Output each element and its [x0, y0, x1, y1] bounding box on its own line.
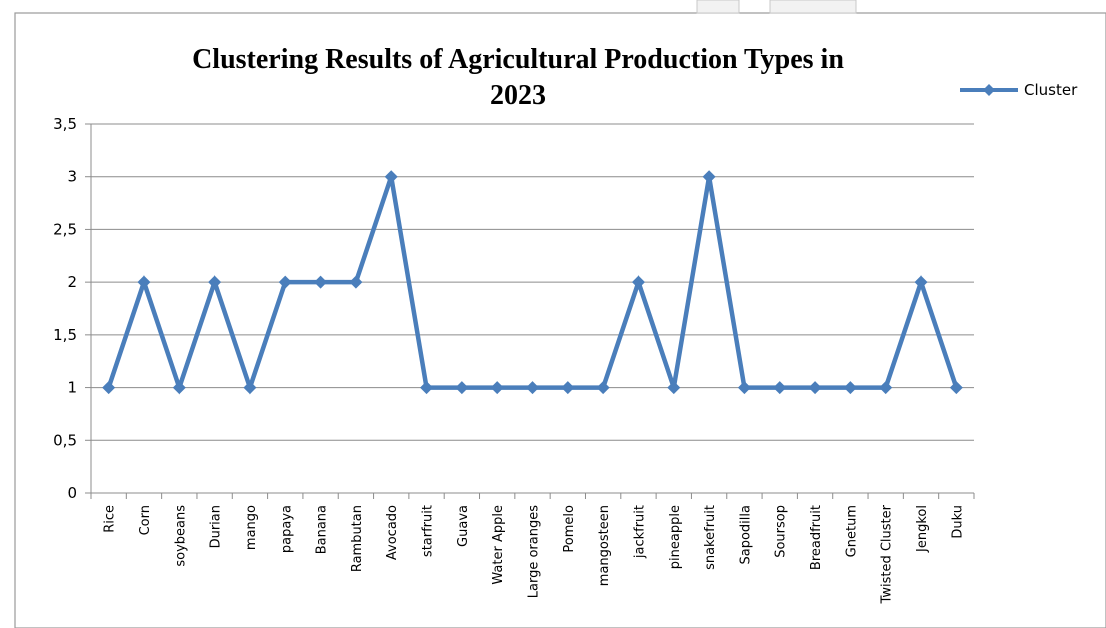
y-tick-label: 3 — [67, 168, 77, 186]
data-point — [915, 276, 928, 289]
x-tick-label: Avocado — [385, 505, 400, 560]
x-tick-label: soybeans — [173, 505, 188, 567]
y-tick-label: 0,5 — [53, 431, 77, 449]
data-point — [632, 276, 645, 289]
data-point — [208, 276, 221, 289]
data-point — [385, 170, 398, 183]
data-point — [667, 381, 680, 394]
x-tick-label: Large oranges — [527, 505, 542, 598]
data-point — [173, 381, 186, 394]
x-tick-label: Corn — [138, 505, 153, 535]
data-point — [597, 381, 610, 394]
data-point — [561, 381, 574, 394]
y-tick-label: 0 — [67, 484, 77, 502]
y-tick-label: 2 — [67, 273, 77, 291]
x-tick-label: Sapodilla — [738, 505, 753, 564]
data-point — [420, 381, 433, 394]
legend: Cluster — [960, 81, 1078, 99]
x-tick-label: Guava — [456, 505, 471, 547]
x-tick-label: mangosteen — [597, 505, 612, 586]
legend-marker — [983, 84, 995, 96]
x-tick-label: snakefruit — [703, 505, 718, 570]
x-tick-label: papaya — [279, 505, 294, 553]
x-tick-label: starfruit — [421, 505, 436, 557]
x-tick-label: jackfruit — [632, 505, 647, 559]
x-tick-label: Soursop — [774, 505, 789, 558]
data-point — [279, 276, 292, 289]
y-axis-ticks: 0 0,5 1 1,5 2 2,5 3 3,5 — [53, 115, 91, 502]
x-tick-label: mango — [244, 505, 259, 550]
y-tick-label: 2,5 — [53, 220, 77, 238]
data-point — [526, 381, 539, 394]
y-tick-label: 1 — [67, 379, 77, 397]
x-tick-label: Twisted Cluster — [880, 504, 895, 604]
data-point — [738, 381, 751, 394]
x-tick-label: Breadfruit — [809, 505, 824, 570]
x-axis-ticks: Rice Corn soybeans Durian mango papaya Banana R… — [91, 493, 974, 604]
x-tick-label: Water Apple — [491, 505, 506, 585]
y-tick-label: 1,5 — [53, 326, 77, 344]
legend-label: Cluster — [1024, 81, 1078, 99]
x-tick-label: Gnetum — [844, 505, 859, 557]
data-point — [844, 381, 857, 394]
x-tick-label: Pomelo — [562, 505, 577, 553]
chart-title-line1: Clustering Results of Agricultural Produ… — [192, 44, 844, 75]
data-point — [243, 381, 256, 394]
data-point — [491, 381, 504, 394]
data-point — [703, 170, 716, 183]
data-point — [455, 381, 468, 394]
x-tick-label: Banana — [315, 505, 330, 554]
data-point — [102, 381, 115, 394]
y-tick-label: 3,5 — [53, 115, 77, 133]
data-point — [950, 381, 963, 394]
x-tick-label: Jengkol — [915, 505, 930, 553]
toolbar-button-left — [697, 0, 739, 13]
chart-title-line2: 2023 — [490, 80, 546, 111]
data-point — [349, 276, 362, 289]
data-point — [773, 381, 786, 394]
data-point — [809, 381, 822, 394]
toolbar-button-right — [770, 0, 856, 13]
x-tick-label: pineapple — [668, 505, 683, 569]
data-point — [137, 276, 150, 289]
x-tick-label: Duku — [950, 505, 965, 539]
data-point — [314, 276, 327, 289]
data-point — [879, 381, 892, 394]
x-tick-label: Rambutan — [350, 505, 365, 572]
x-tick-label: Rice — [103, 505, 118, 533]
x-tick-label: Durian — [209, 505, 224, 548]
